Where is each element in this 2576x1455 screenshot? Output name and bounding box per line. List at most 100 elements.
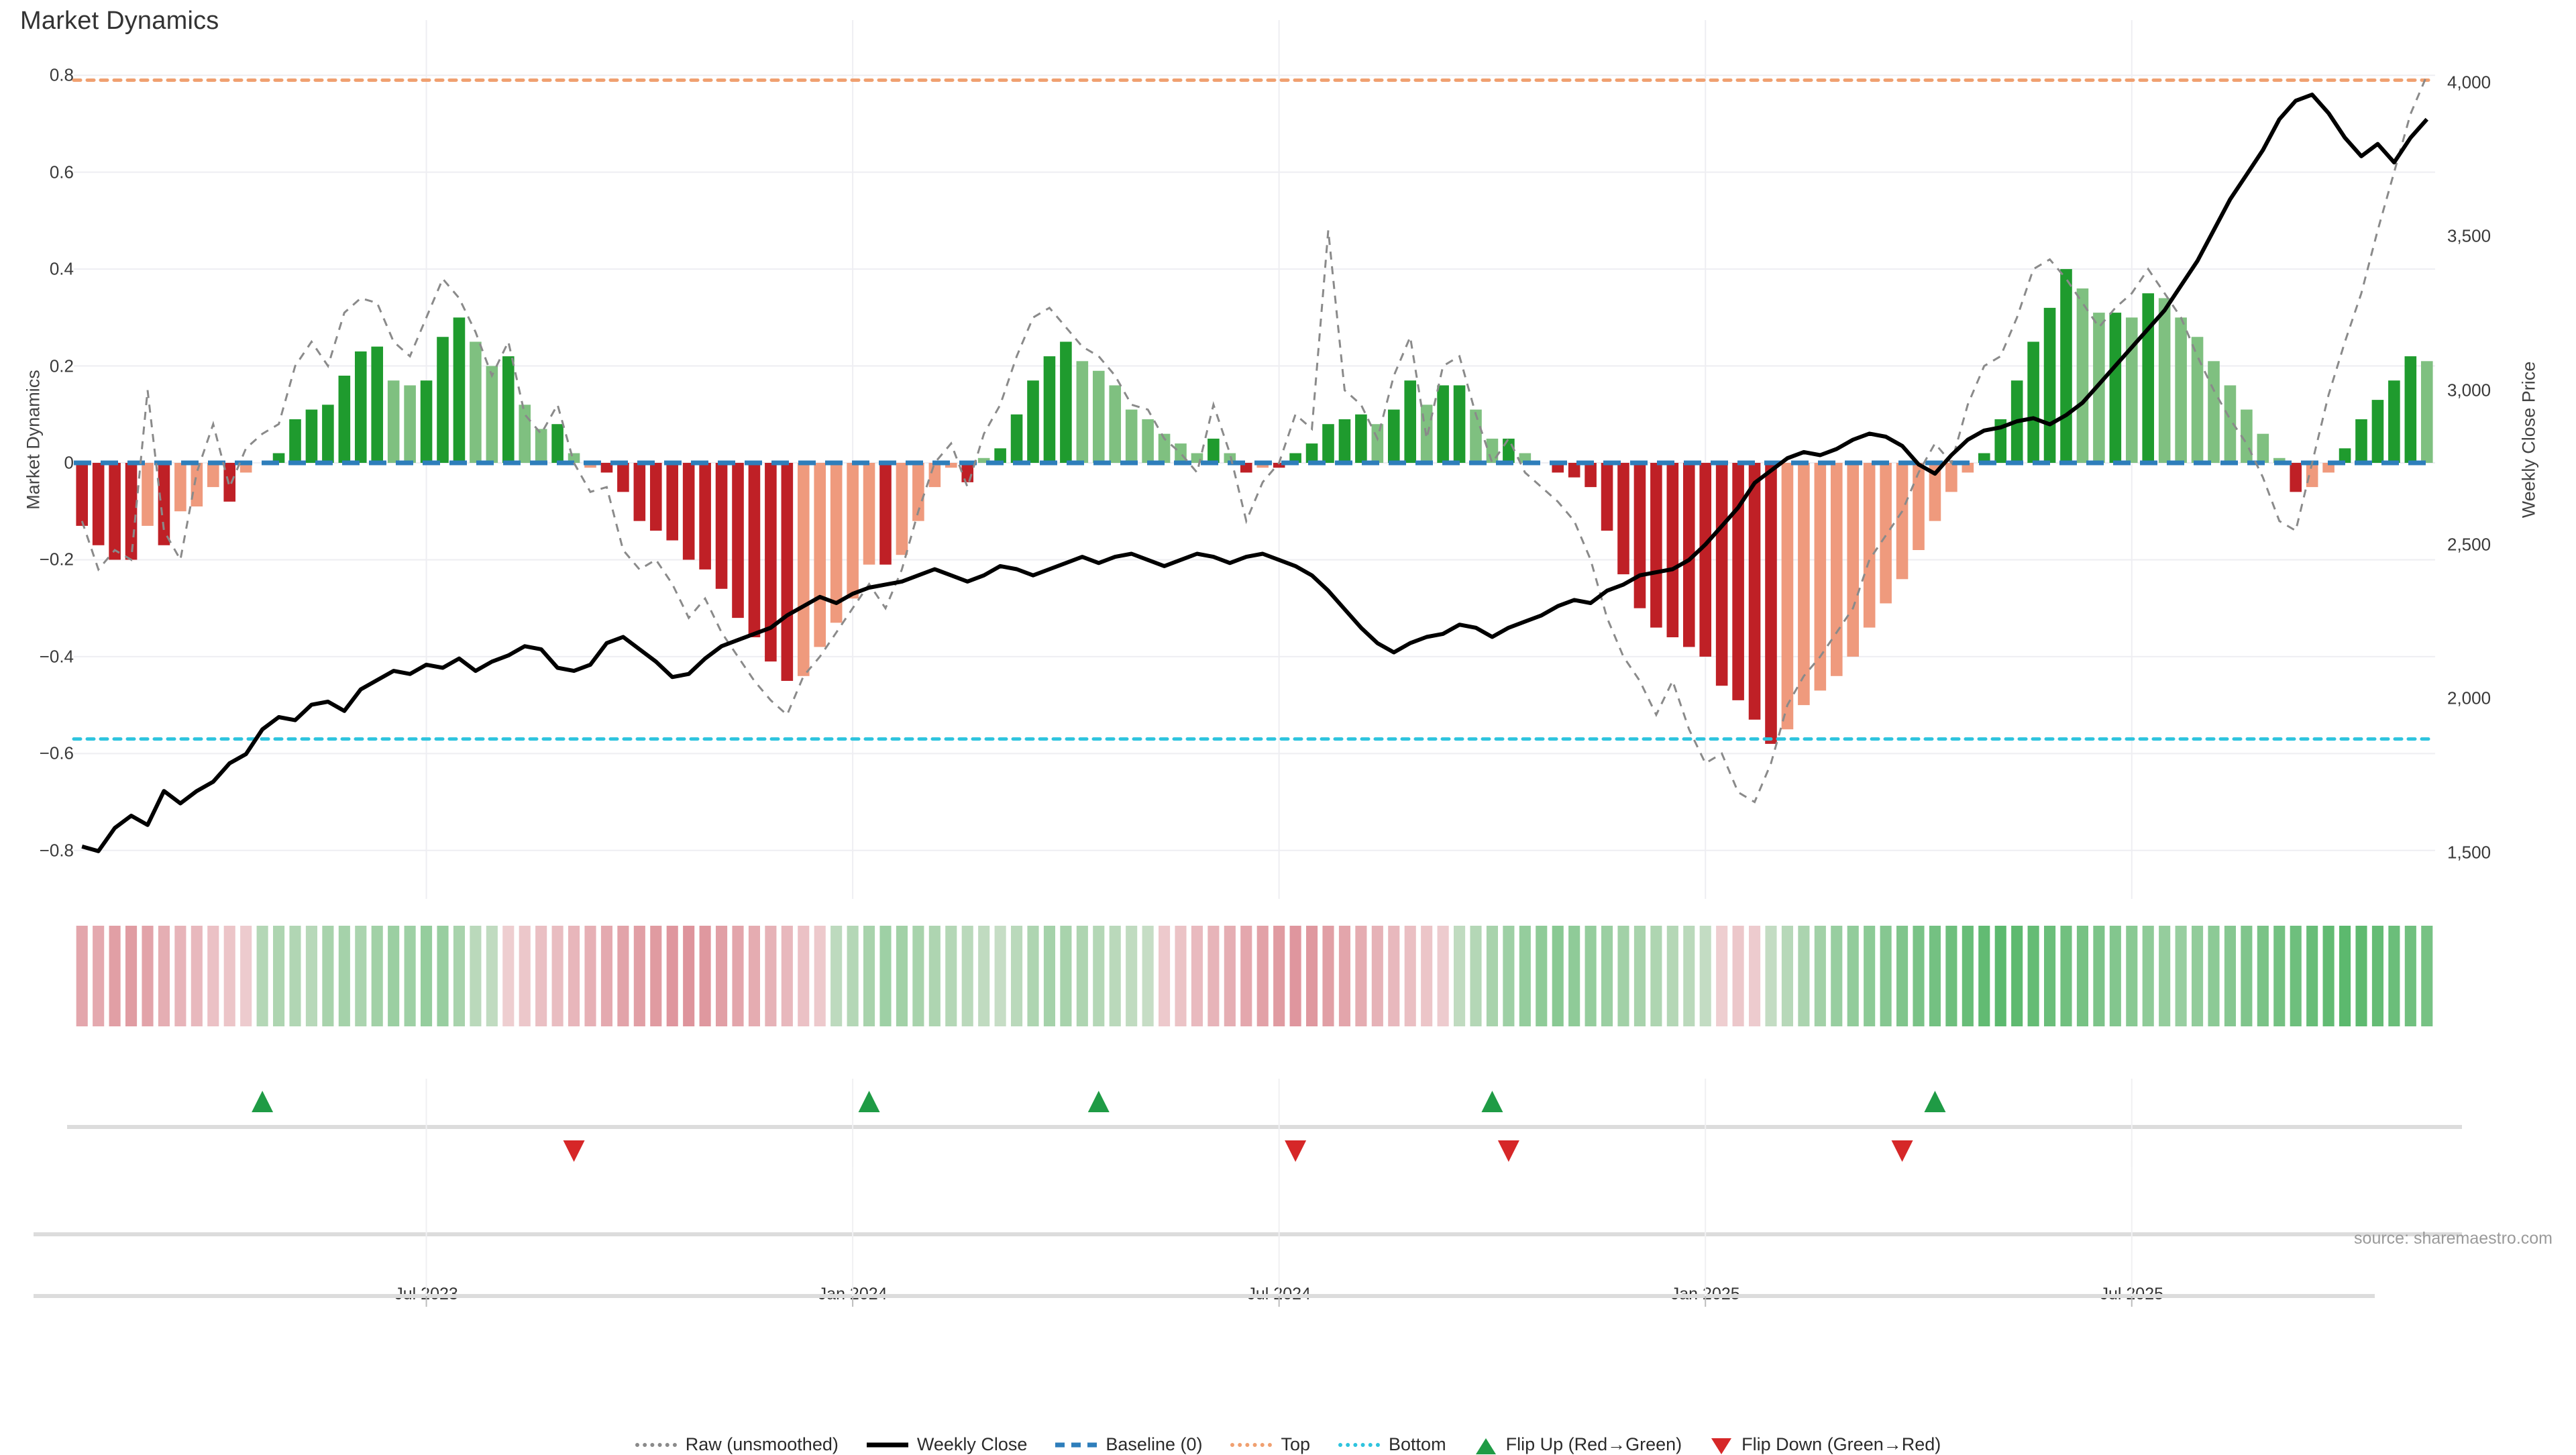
dynamics-bar bbox=[666, 463, 679, 541]
heat-strip-cell bbox=[2142, 926, 2154, 1026]
heat-strip-cell bbox=[716, 926, 728, 1026]
dynamics-bar bbox=[2290, 463, 2302, 492]
dynamics-bar bbox=[2224, 385, 2237, 463]
heat-strip-cell bbox=[322, 926, 334, 1026]
heat-strip-cell bbox=[1289, 926, 1301, 1026]
heat-strip-cell bbox=[1568, 926, 1580, 1026]
dynamics-bar bbox=[1682, 463, 1695, 647]
dynamics-bar bbox=[879, 463, 892, 565]
dynamics-bar bbox=[2355, 419, 2367, 463]
dynamics-bar bbox=[699, 463, 711, 570]
heat-strip-cell bbox=[1224, 926, 1236, 1026]
dynamics-bar bbox=[519, 405, 531, 463]
heat-strip-cell bbox=[470, 926, 482, 1026]
heat-strip-cell bbox=[600, 926, 612, 1026]
heat-strip-cell bbox=[830, 926, 843, 1026]
flip-up-marker[interactable] bbox=[252, 1091, 274, 1112]
heat-strip-cell bbox=[289, 926, 301, 1026]
dynamics-bar bbox=[814, 463, 826, 647]
flip-down-marker[interactable] bbox=[1891, 1140, 1913, 1162]
legend-item[interactable]: Bottom bbox=[1338, 1434, 1446, 1455]
heat-strip-cell bbox=[945, 926, 957, 1026]
flip-up-marker[interactable] bbox=[858, 1091, 880, 1112]
heat-strip-cell bbox=[1847, 926, 1859, 1026]
dynamics-bar bbox=[1732, 463, 1744, 700]
legend-item[interactable]: Baseline (0) bbox=[1055, 1434, 1202, 1455]
flip-up-marker[interactable] bbox=[1924, 1091, 1946, 1112]
dynamics-bar bbox=[847, 463, 859, 599]
dynamics-bar bbox=[486, 366, 498, 463]
dynamics-bar bbox=[1224, 453, 1236, 463]
dynamics-bar bbox=[1322, 424, 1334, 463]
right-tick-label: 2,500 bbox=[2447, 534, 2491, 555]
dynamics-bar bbox=[1338, 419, 1351, 463]
dynamics-bar bbox=[1617, 463, 1629, 575]
legend-item[interactable]: Top bbox=[1230, 1434, 1310, 1455]
legend-item[interactable]: Raw (unsmoothed) bbox=[635, 1434, 839, 1455]
heat-strip-cell bbox=[2208, 926, 2220, 1026]
legend-item[interactable]: Flip Down (Green→Red) bbox=[1710, 1434, 1941, 1455]
flip-down-marker[interactable] bbox=[1285, 1140, 1307, 1162]
legend-label: Bottom bbox=[1389, 1434, 1446, 1454]
heat-strip-cell bbox=[2192, 926, 2204, 1026]
legend-line bbox=[1230, 1442, 1273, 1447]
heat-strip-cell bbox=[1831, 926, 1843, 1026]
flip-down-marker[interactable] bbox=[1497, 1140, 1519, 1162]
dynamics-bar bbox=[305, 409, 318, 463]
dynamics-bar bbox=[1585, 463, 1597, 488]
heat-strip-cell bbox=[1355, 926, 1367, 1026]
heat-strip-cell bbox=[896, 926, 908, 1026]
heat-strip-cell bbox=[1978, 926, 1990, 1026]
heat-strip-cell bbox=[2257, 926, 2269, 1026]
dynamics-bar bbox=[1387, 409, 1400, 463]
heat-strip-cell bbox=[683, 926, 695, 1026]
flip-up-marker[interactable] bbox=[1481, 1091, 1503, 1112]
heat-strip-cell bbox=[1617, 926, 1629, 1026]
heat-strip-cell bbox=[1552, 926, 1564, 1026]
left-tick-label: −0.4 bbox=[39, 646, 74, 667]
dynamics-bar bbox=[2404, 356, 2417, 463]
heat-strip-cell bbox=[568, 926, 580, 1026]
heat-strip-cell bbox=[1306, 926, 1318, 1026]
flip-up-marker[interactable] bbox=[1087, 1091, 1110, 1112]
dynamics-bar bbox=[2191, 337, 2204, 463]
dynamics-bar bbox=[1962, 463, 1974, 473]
dynamics-bar bbox=[961, 463, 974, 482]
dynamics-bar bbox=[1404, 380, 1417, 463]
dynamics-bar bbox=[207, 463, 219, 488]
dynamics-bar bbox=[1305, 443, 1318, 463]
heat-strip-cell bbox=[1601, 926, 1613, 1026]
dynamics-bar bbox=[765, 463, 777, 662]
heat-strip-cell bbox=[1437, 926, 1449, 1026]
heat-strip-cell bbox=[2290, 926, 2302, 1026]
heat-strip-cell bbox=[584, 926, 596, 1026]
dynamics-bar bbox=[142, 463, 154, 526]
dotted-line-icon bbox=[1230, 1438, 1273, 1452]
dynamics-bar bbox=[1355, 414, 1367, 463]
heat-strip-cell bbox=[1798, 926, 1810, 1026]
heat-strip-cell bbox=[535, 926, 547, 1026]
heat-strip-cell bbox=[1093, 926, 1105, 1026]
dynamics-bar bbox=[2142, 293, 2155, 463]
right-tick-label: 3,000 bbox=[2447, 380, 2491, 400]
dynamics-bar bbox=[272, 453, 285, 463]
dynamics-bar bbox=[2257, 433, 2269, 463]
flip-down-marker[interactable] bbox=[563, 1140, 585, 1162]
heat-strip-cell bbox=[2371, 926, 2383, 1026]
heat-strip-cell bbox=[2060, 926, 2072, 1026]
heat-strip-cell bbox=[1109, 926, 1121, 1026]
dynamics-bar bbox=[715, 463, 728, 589]
heat-strip-cell bbox=[879, 926, 892, 1026]
heat-strip-cell bbox=[2109, 926, 2121, 1026]
dynamics-bar bbox=[387, 380, 400, 463]
legend-item[interactable]: Flip Up (Red→Green) bbox=[1474, 1434, 1682, 1455]
legend-item[interactable]: Weekly Close bbox=[866, 1434, 1027, 1455]
dynamics-bar bbox=[1208, 438, 1220, 463]
dynamics-bar bbox=[1010, 414, 1023, 463]
heat-strip-cell bbox=[1240, 926, 1252, 1026]
heat-strip-cell bbox=[1666, 926, 1678, 1026]
heat-strip-cell bbox=[633, 926, 645, 1026]
legend-label: Flip Down (Green→Red) bbox=[1741, 1434, 1941, 1454]
heat-strip-cell bbox=[781, 926, 793, 1026]
dynamics-bar bbox=[76, 463, 89, 526]
